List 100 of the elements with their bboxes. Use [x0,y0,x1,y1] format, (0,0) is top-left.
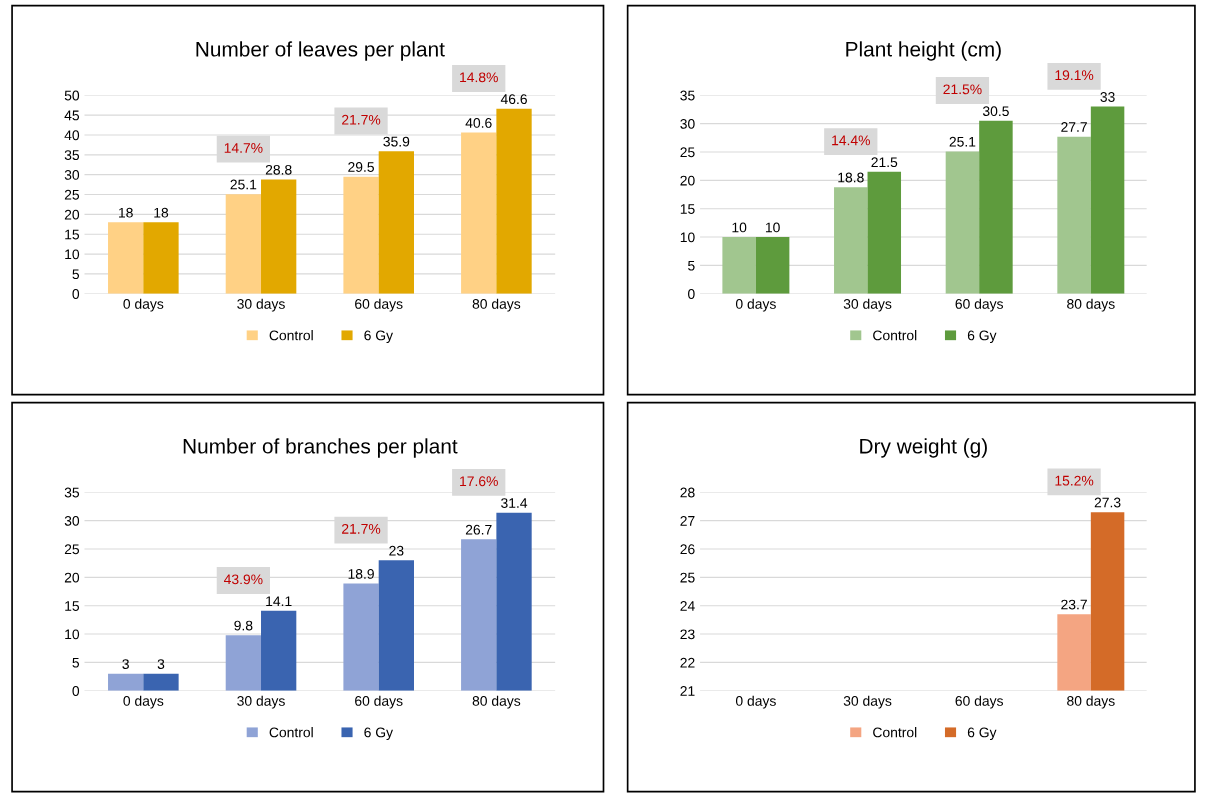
data-label: 10 [732,222,747,233]
y-tick-label: 5 [688,260,695,271]
x-tick-label: 60 days [355,298,403,312]
legend-label: Control [269,330,313,341]
data-label: 31.4 [501,498,528,508]
y-tick-label: 15 [65,601,80,611]
bar [461,132,497,294]
data-label: 3 [157,659,165,670]
x-tick-label: 80 days [472,298,521,312]
y-tick-label: 45 [64,110,80,121]
text: 21.5% [943,84,982,95]
bar [722,237,756,294]
y-tick-label: 10 [65,629,80,640]
y-tick-label: 20 [680,175,695,186]
y-tick-label: 30 [680,118,695,129]
data-label: 23 [389,545,404,556]
x-tick-label: 0 days [735,695,776,709]
y-tick-label: 10 [680,232,695,243]
data-label: 25.1 [949,136,976,147]
data-label: 9.8 [234,620,253,631]
bar [378,560,414,691]
x-tick-label: 0 days [735,298,776,312]
legend-label: 6 Gy [364,727,393,741]
y-tick-label: 0 [688,289,695,299]
x-tick-label: 60 days [955,695,1003,709]
bar [343,583,379,691]
x-tick-label: 30 days [843,695,892,709]
legend-label: Control [873,330,917,341]
y-tick-label: 50 [64,90,80,101]
bar [1090,106,1125,294]
y-tick-label: 0 [72,686,80,696]
y-tick-label: 21 [680,686,695,696]
y-tick-label: 35 [680,90,695,101]
bar [755,237,790,294]
data-label: 29.5 [348,162,374,172]
bar [225,635,262,691]
x-tick-label: 60 days [355,695,403,709]
data-label: 18.9 [348,569,374,579]
bar [261,610,297,691]
bar [343,176,379,294]
x-tick-label: 60 days [955,298,1003,312]
y-tick-label: 25 [680,572,695,583]
data-label: 14.1 [266,596,292,606]
bar [1057,136,1091,294]
bar [108,673,144,691]
x-tick-label: 0 days [123,298,164,312]
annotation: 43.9% [223,574,263,585]
y-tick-label: 10 [65,249,80,260]
legend-label: 6 Gy [967,330,997,344]
y-tick-label: 20 [64,209,80,220]
bar [108,222,144,294]
text: 14.8% [460,72,498,83]
annotation: 21.7% [342,523,381,534]
data-label: 18.8 [838,172,864,183]
data-label: 30.5 [982,106,1009,117]
bar [979,120,1013,294]
y-tick-label: 25 [64,544,80,555]
text: 19.1% [1055,70,1094,81]
data-label: 26.7 [465,524,492,535]
bar [834,187,868,294]
x-tick-label: 80 days [1067,298,1115,312]
y-tick-label: 25 [64,189,80,200]
x-tick-label: 30 days [843,298,892,312]
bar [225,194,262,294]
data-label: 27.7 [1061,122,1087,132]
y-tick-label: 15 [680,204,695,214]
x-tick-label: 0 days [123,695,164,709]
bar [261,179,297,294]
data-label: 25.1 [230,179,257,190]
y-tick-label: 26 [680,544,695,555]
bar [378,151,414,294]
data-label: 40.6 [465,118,492,128]
bar [945,151,980,294]
y-tick-label: 24 [680,601,695,611]
annotation: 14.7% [224,143,263,153]
y-tick-label: 5 [72,657,80,668]
x-tick-label: 30 days [237,695,285,709]
bar [143,222,179,294]
y-tick-label: 23 [680,629,695,640]
data-label: 28.8 [265,164,292,175]
chart-title: Plant height (cm) [846,41,1001,61]
chart-title: Dry weight (g) [860,438,987,458]
data-label: 27.3 [1094,497,1121,508]
y-tick-label: 30 [64,515,80,526]
x-tick-label: 30 days [237,298,285,312]
bar [867,171,902,294]
data-label: 35.9 [383,136,410,147]
data-label: 46.6 [500,94,527,105]
y-tick-label: 35 [64,150,80,160]
y-tick-label: 5 [72,269,80,280]
legend-label: 6 Gy [967,727,997,741]
y-tick-label: 35 [64,487,80,498]
y-tick-label: 28 [680,487,695,498]
annotation: 14.4% [832,135,870,146]
y-tick-label: 27 [680,515,695,526]
y-tick-label: 25 [680,147,695,158]
legend-label: Control [873,727,917,738]
data-label: 23.7 [1061,599,1087,610]
y-tick-label: 0 [72,289,80,299]
annotation: 21.7% [342,114,381,125]
